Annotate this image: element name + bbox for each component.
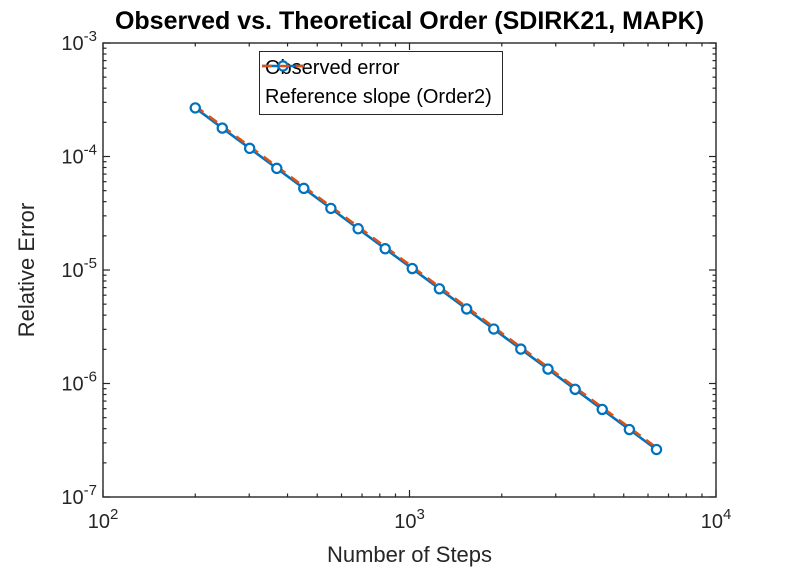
data-point-marker [542, 363, 554, 375]
data-point-marker [650, 443, 663, 456]
data-point-marker [298, 182, 310, 195]
series-line-1 [194, 105, 658, 449]
y-tick-label: 10-4 [61, 142, 97, 169]
y-tick-label: 10-6 [61, 369, 97, 396]
data-point-marker [379, 243, 391, 255]
legend: Observed error Reference slope (Order2) [259, 51, 503, 115]
y-axis-label: Relative Error [14, 202, 39, 338]
data-point-marker [460, 303, 473, 315]
data-point-marker [488, 323, 500, 335]
data-point-marker [216, 122, 228, 134]
legend-item-label: Reference slope (Order2) [265, 86, 492, 108]
legend-item: Reference slope (Order2) [262, 64, 492, 112]
data-point-marker [433, 283, 446, 295]
data-point-marker [243, 142, 256, 155]
dashed-line-sample-icon [262, 64, 304, 68]
chart-title: Observed vs. Theoretical Order (SDIRK21,… [114, 7, 705, 35]
data-point-marker [352, 223, 364, 235]
data-point-marker [623, 423, 636, 436]
x-tick-label: 103 [394, 506, 425, 533]
data-point-marker [189, 102, 201, 114]
x-tick-label: 102 [88, 506, 119, 533]
data-point-marker [515, 343, 527, 355]
data-point-marker [569, 383, 581, 395]
data-point-marker [596, 403, 608, 416]
legend-item-label: Observed error [265, 57, 400, 79]
series-line-0 [194, 106, 658, 451]
data-point-marker [271, 162, 283, 175]
x-axis-label: Number of Steps [326, 542, 493, 567]
x-tick-label: 104 [701, 506, 732, 533]
data-point-marker [325, 202, 337, 215]
data-point-marker [406, 262, 418, 275]
y-tick-label: 10-5 [61, 255, 97, 282]
y-tick-label: 10-7 [61, 482, 97, 509]
y-tick-label: 10-3 [61, 28, 97, 55]
